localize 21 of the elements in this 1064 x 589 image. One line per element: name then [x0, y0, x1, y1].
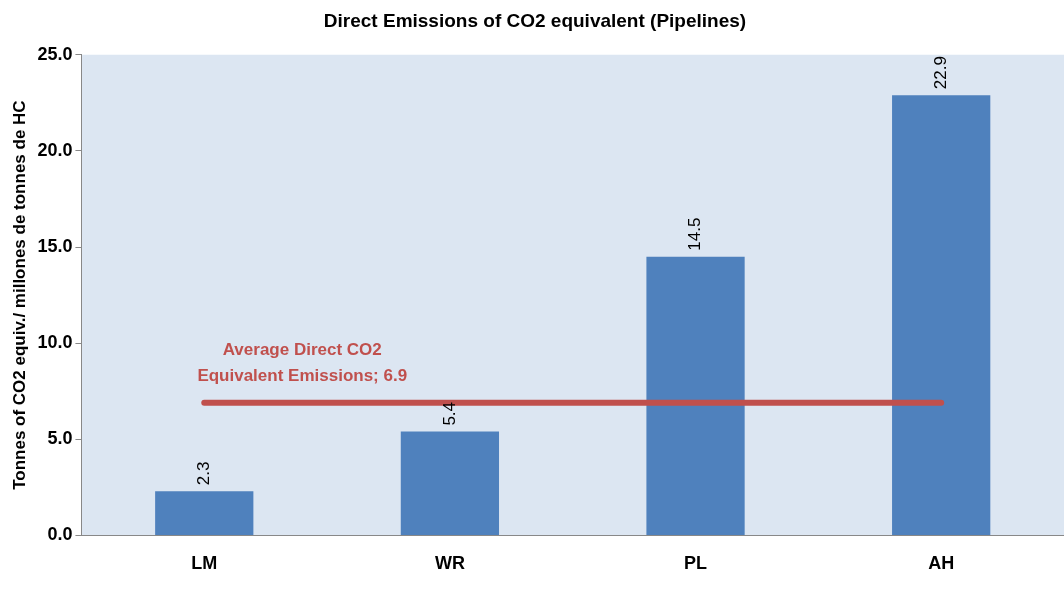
- y-tick-label: 15.0: [37, 236, 73, 257]
- bar: [892, 95, 991, 535]
- data-label: 14.5: [685, 217, 705, 251]
- y-tick-label: 20.0: [37, 139, 73, 160]
- bar: [155, 491, 254, 535]
- y-tick-label: 5.0: [47, 428, 73, 449]
- chart-title: Direct Emissions of CO2 equivalent (Pipelines): [323, 9, 747, 31]
- y-axis-title: Tonnes of CO2 equiv./ millones de tonnes de HC: [9, 100, 29, 490]
- x-tick-label: LM: [191, 553, 218, 574]
- y-tick-label: 0.0: [47, 524, 73, 545]
- data-label: 22.9: [930, 56, 950, 90]
- bar: [646, 256, 745, 535]
- data-label: 2.3: [193, 461, 213, 486]
- x-tick-label: WR: [434, 553, 465, 574]
- bar: [400, 431, 500, 535]
- ref-line-label: Average Direct CO2 Equivalent Emissions; 6.9: [197, 339, 408, 385]
- x-tick-label: PL: [684, 553, 708, 574]
- data-label: 5.4: [439, 401, 459, 426]
- x-tick-label: AH: [928, 553, 955, 574]
- y-tick-label: 10.0: [37, 332, 73, 353]
- y-tick-label: 25.0: [37, 43, 73, 64]
